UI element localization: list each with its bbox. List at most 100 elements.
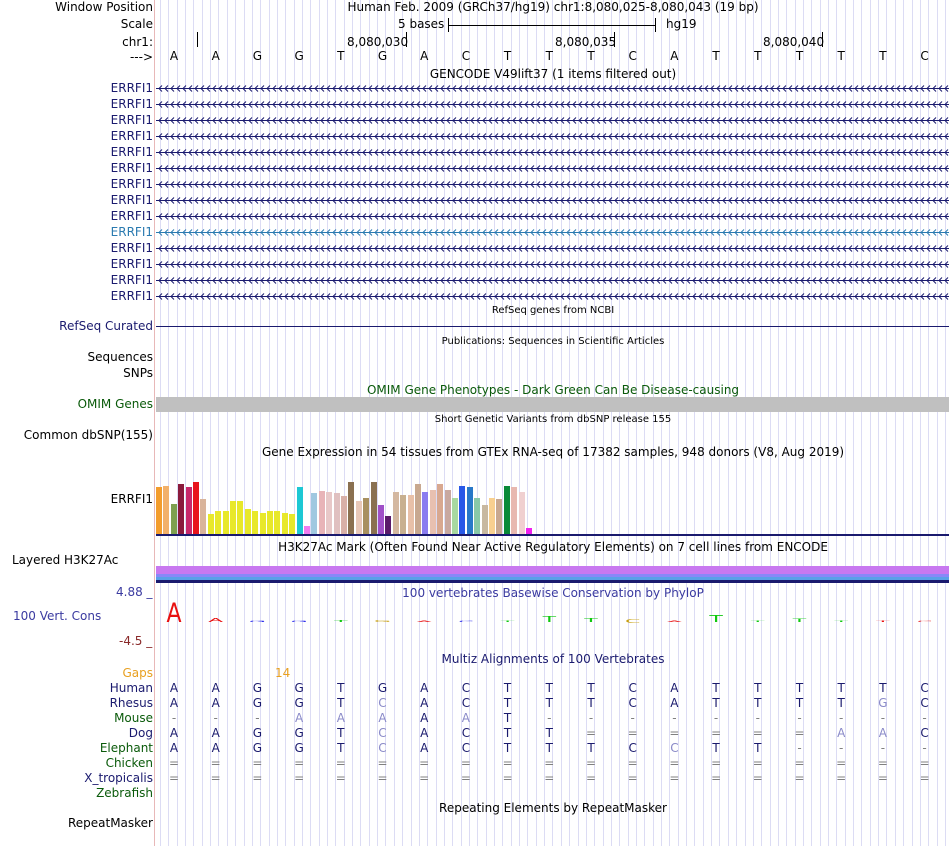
omim-track-label[interactable]: OMIM Genes bbox=[77, 397, 153, 411]
refseq-gene-line[interactable] bbox=[156, 326, 949, 327]
dbsnp-track-label[interactable]: Common dbSNP(155) bbox=[23, 428, 153, 442]
gtex-tissue-bar[interactable] bbox=[274, 511, 281, 534]
repeatmasker-track-label[interactable]: RepeatMasker bbox=[67, 816, 153, 830]
gtex-tissue-bar[interactable] bbox=[392, 492, 399, 534]
gencode-gene-line[interactable] bbox=[156, 116, 949, 125]
gtex-tissue-bar[interactable] bbox=[333, 493, 340, 534]
gencode-gene-label[interactable]: ERRFI1 bbox=[110, 177, 153, 191]
omim-feature-bar[interactable] bbox=[156, 397, 949, 412]
gtex-tissue-bar[interactable] bbox=[222, 511, 229, 534]
gencode-gene-line[interactable] bbox=[156, 148, 949, 157]
gtex-tissue-bar[interactable] bbox=[200, 499, 207, 534]
gencode-gene-label[interactable]: ERRFI1 bbox=[110, 193, 153, 207]
gtex-track-label[interactable]: ERRFI1 bbox=[110, 492, 153, 506]
gencode-gene-label[interactable]: ERRFI1 bbox=[110, 209, 153, 223]
gtex-tissue-bar[interactable] bbox=[207, 514, 214, 534]
gtex-tissue-bar[interactable] bbox=[474, 498, 481, 534]
gencode-gene-label[interactable]: ERRFI1 bbox=[110, 289, 153, 303]
gencode-gene-label[interactable]: ERRFI1 bbox=[110, 241, 153, 255]
gencode-gene-line[interactable] bbox=[156, 292, 949, 301]
gtex-tissue-bar[interactable] bbox=[378, 505, 384, 534]
gtex-tissue-bar[interactable] bbox=[289, 514, 296, 534]
gtex-tissue-bar[interactable] bbox=[318, 491, 325, 534]
gtex-tissue-bar[interactable] bbox=[385, 516, 392, 534]
gtex-tissue-bar[interactable] bbox=[259, 513, 266, 534]
gencode-gene-line[interactable] bbox=[156, 100, 949, 109]
gencode-gene-line[interactable] bbox=[156, 180, 949, 189]
multiz-species-label[interactable]: Zebrafish bbox=[96, 786, 153, 800]
gtex-tissue-bar[interactable] bbox=[348, 482, 355, 534]
multiz-species-label[interactable]: Elephant bbox=[99, 741, 153, 755]
gtex-tissue-bar[interactable] bbox=[156, 487, 162, 534]
gtex-tissue-bar[interactable] bbox=[459, 486, 466, 534]
gtex-tissue-bar[interactable] bbox=[489, 498, 495, 534]
gtex-tissue-bar[interactable] bbox=[163, 486, 170, 534]
gtex-tissue-bar[interactable] bbox=[415, 484, 421, 534]
gtex-tissue-bar[interactable] bbox=[503, 486, 510, 534]
gencode-gene-label[interactable]: ERRFI1 bbox=[110, 225, 153, 239]
gencode-gene-line[interactable] bbox=[156, 260, 949, 269]
gtex-tissue-bar[interactable] bbox=[296, 487, 303, 534]
gencode-gene-line[interactable] bbox=[156, 244, 949, 253]
multiz-species-label[interactable]: Rhesus bbox=[109, 696, 153, 710]
gtex-tissue-bar[interactable] bbox=[215, 511, 222, 534]
gtex-tissue-bar[interactable] bbox=[230, 501, 236, 534]
gencode-gene-line[interactable] bbox=[156, 84, 949, 93]
gencode-gene-label[interactable]: ERRFI1 bbox=[110, 97, 153, 111]
gtex-tissue-bar[interactable] bbox=[526, 528, 532, 534]
gtex-tissue-bar[interactable] bbox=[267, 511, 273, 534]
h3k27ac-track-label[interactable]: Layered H3K27Ac bbox=[12, 553, 119, 567]
gtex-tissue-bar[interactable] bbox=[452, 498, 458, 534]
gtex-tissue-bar[interactable] bbox=[252, 511, 259, 534]
gtex-tissue-bar[interactable] bbox=[178, 484, 185, 534]
gtex-tissue-bar[interactable] bbox=[311, 493, 318, 534]
multiz-species-label[interactable]: Human bbox=[109, 681, 153, 695]
gtex-tissue-bar[interactable] bbox=[496, 499, 503, 534]
multiz-species-label[interactable]: Dog bbox=[128, 726, 153, 740]
phylop-track-label[interactable]: 100 Vert. Cons bbox=[13, 609, 102, 623]
h3k27ac-signal[interactable] bbox=[156, 566, 949, 584]
gtex-tissue-bar[interactable] bbox=[422, 492, 429, 534]
gtex-tissue-bar[interactable] bbox=[400, 495, 407, 534]
gtex-tissue-bar[interactable] bbox=[355, 501, 362, 534]
multiz-species-label[interactable]: X_tropicalis bbox=[84, 771, 153, 785]
gencode-gene-line[interactable] bbox=[156, 196, 949, 205]
gencode-gene-label[interactable]: ERRFI1 bbox=[110, 257, 153, 271]
gtex-tissue-bar[interactable] bbox=[370, 482, 377, 534]
gtex-tissue-bar[interactable] bbox=[341, 496, 347, 534]
gencode-gene-line[interactable] bbox=[156, 276, 949, 285]
gtex-tissue-bar[interactable] bbox=[244, 509, 251, 534]
gtex-tissue-bar[interactable] bbox=[281, 513, 288, 534]
gtex-tissue-bar[interactable] bbox=[304, 526, 310, 534]
gtex-tissue-bar[interactable] bbox=[511, 487, 518, 534]
gencode-gene-line[interactable] bbox=[156, 132, 949, 141]
publications-track-label[interactable]: Sequences bbox=[87, 350, 153, 364]
gencode-gene-line[interactable] bbox=[156, 228, 949, 237]
gtex-tissue-bar[interactable] bbox=[466, 487, 473, 534]
multiz-species-label[interactable]: Mouse bbox=[114, 711, 153, 725]
gencode-gene-line[interactable] bbox=[156, 164, 949, 173]
gencode-gene-label[interactable]: ERRFI1 bbox=[110, 145, 153, 159]
gtex-tissue-bar[interactable] bbox=[185, 487, 192, 534]
gtex-tissue-bar[interactable] bbox=[518, 492, 525, 534]
gencode-gene-label[interactable]: ERRFI1 bbox=[110, 129, 153, 143]
gtex-tissue-bar[interactable] bbox=[363, 498, 370, 534]
gtex-tissue-bar[interactable] bbox=[429, 490, 436, 534]
gtex-tissue-bar[interactable] bbox=[237, 501, 244, 534]
gtex-tissue-bar[interactable] bbox=[170, 504, 177, 534]
gencode-gene-label[interactable]: ERRFI1 bbox=[110, 273, 153, 287]
gencode-gene-label[interactable]: ERRFI1 bbox=[110, 81, 153, 95]
gtex-tissue-bar[interactable] bbox=[437, 484, 444, 534]
gtex-tissue-bar[interactable] bbox=[444, 490, 451, 534]
refseq-track-label[interactable]: RefSeq Curated bbox=[59, 319, 153, 333]
gencode-gene-line[interactable] bbox=[156, 212, 949, 221]
gtex-tissue-bar[interactable] bbox=[193, 482, 199, 534]
gtex-tissue-bar[interactable] bbox=[407, 495, 414, 534]
gtex-tissue-bar[interactable] bbox=[326, 492, 333, 534]
gtex-tissue-bar[interactable] bbox=[481, 505, 488, 534]
snps-track-label[interactable]: SNPs bbox=[123, 366, 153, 380]
gencode-gene-label[interactable]: ERRFI1 bbox=[110, 113, 153, 127]
gencode-gene-label[interactable]: ERRFI1 bbox=[110, 161, 153, 175]
